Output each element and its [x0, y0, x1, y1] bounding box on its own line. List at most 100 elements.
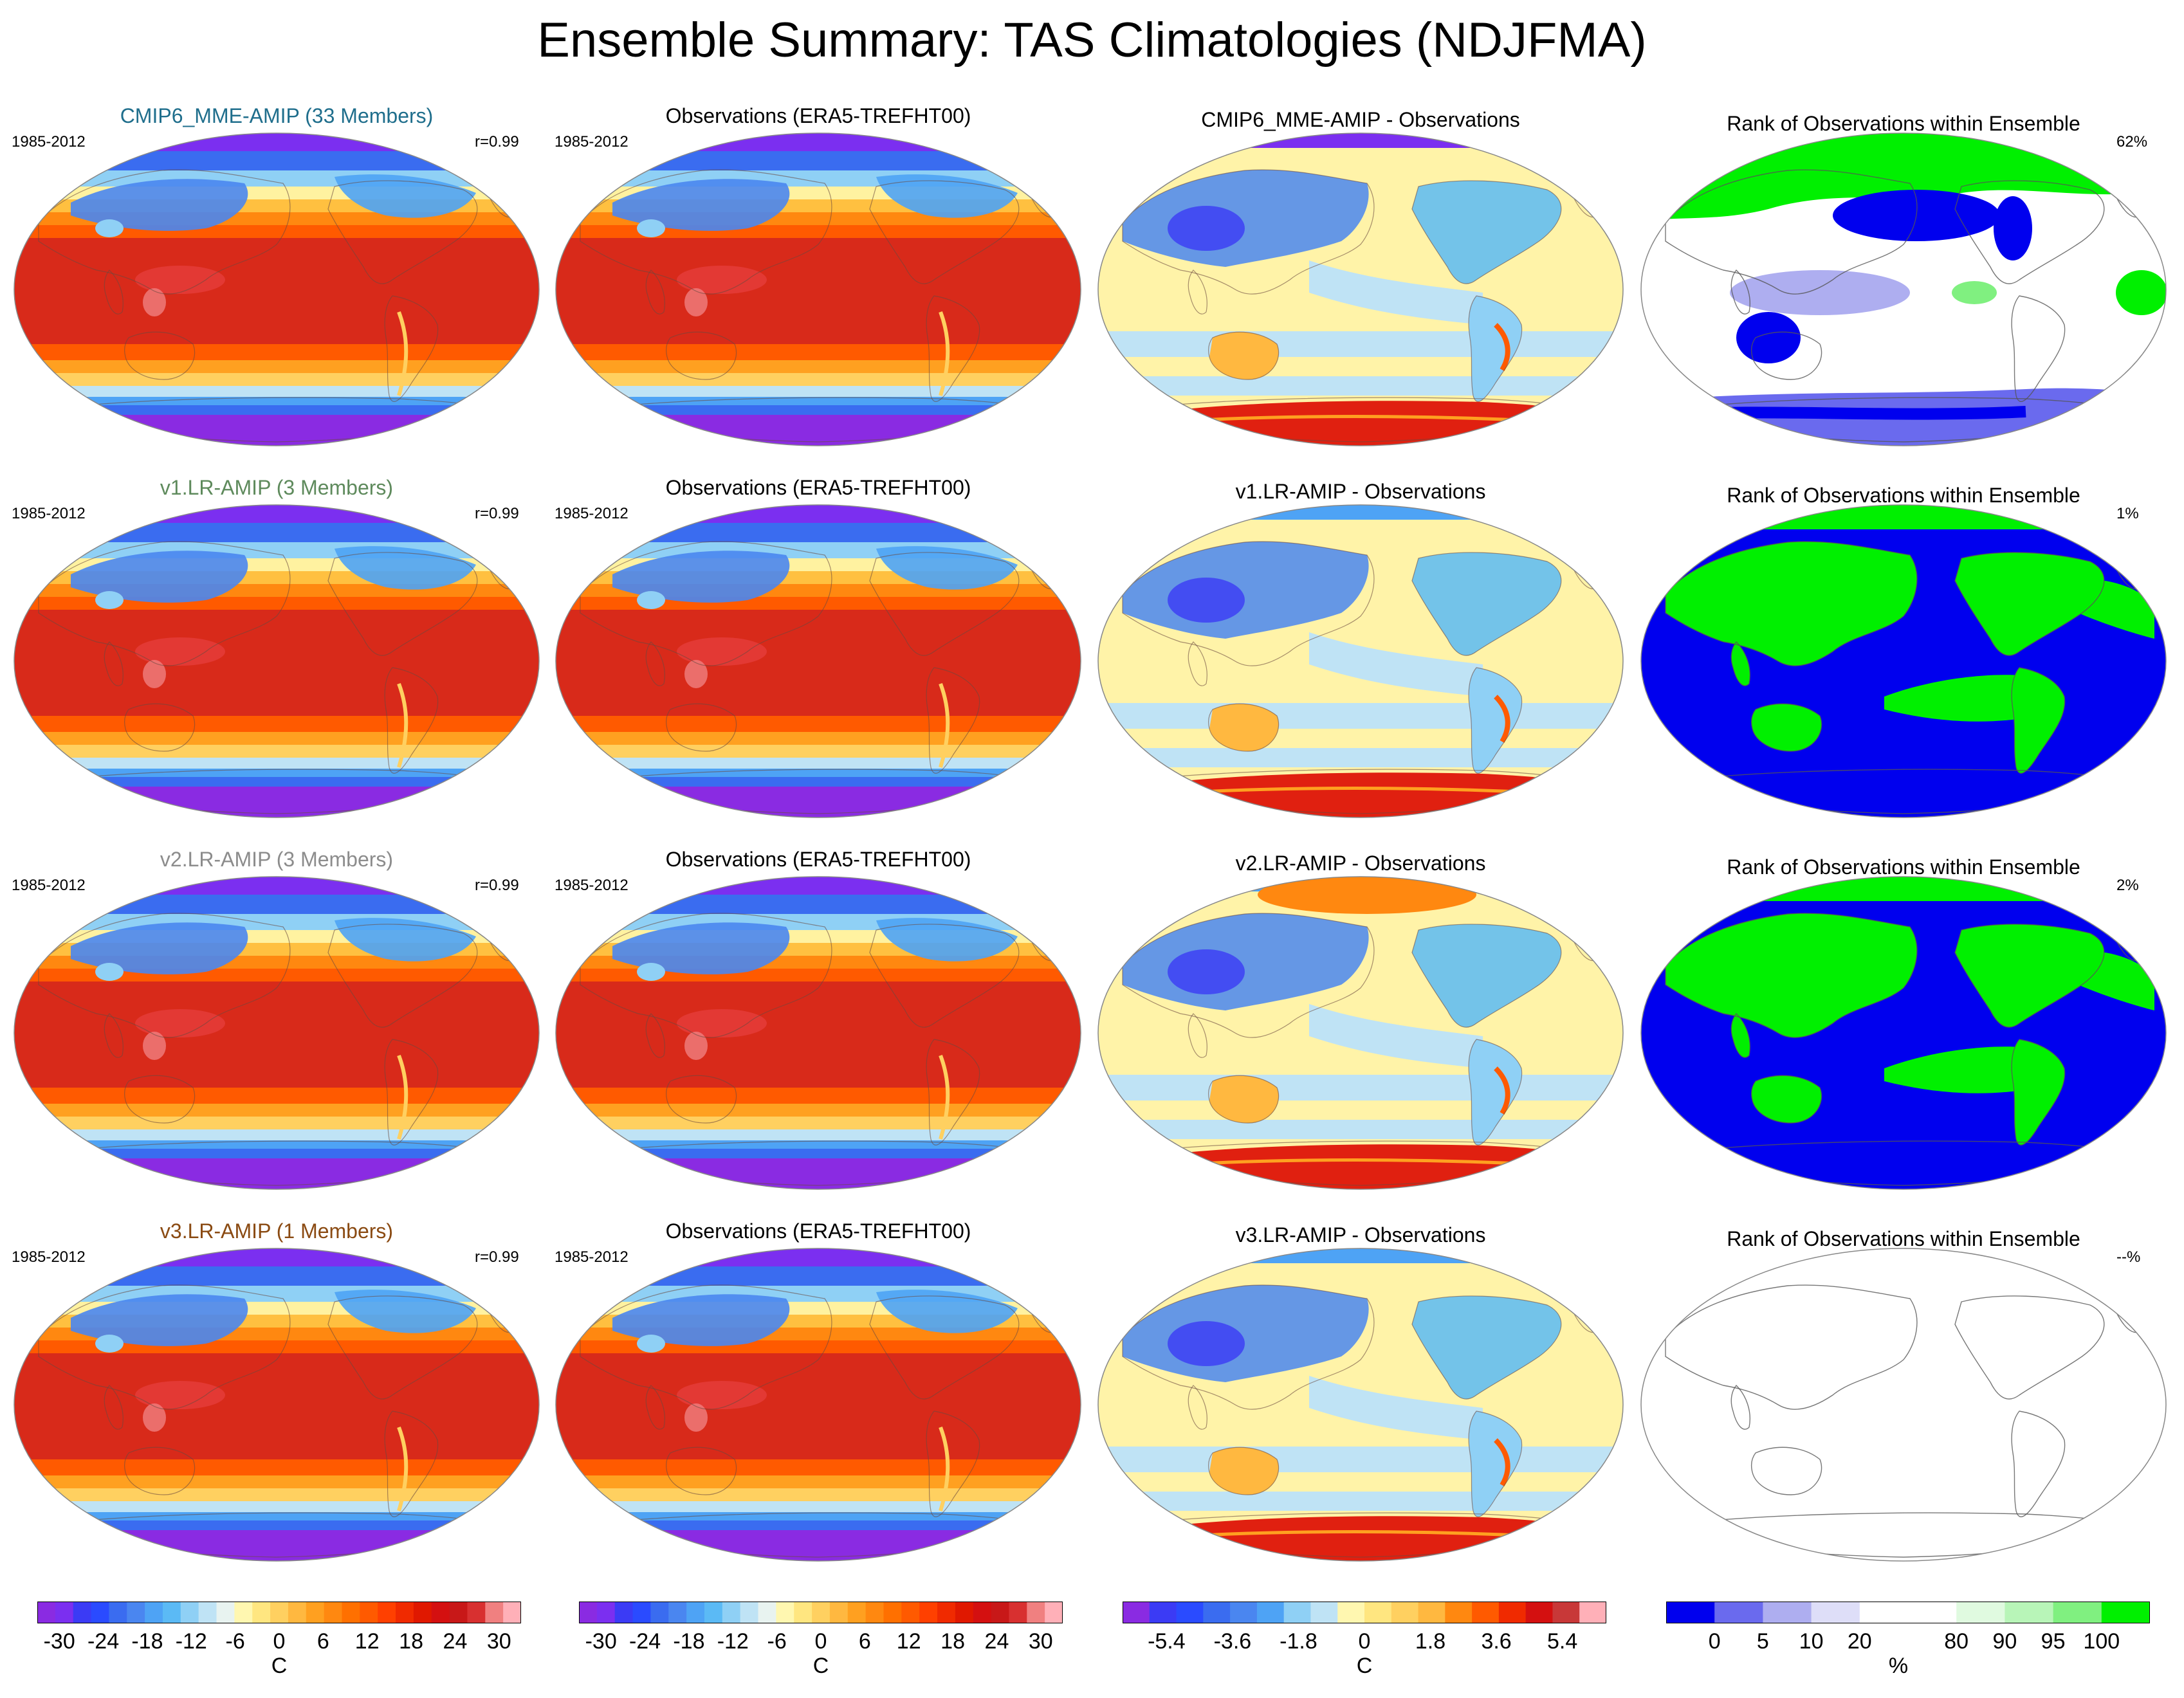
difference-field [1098, 1248, 1623, 1561]
colorbar-segment [413, 1602, 432, 1623]
colorbar-tick-label: 6 [317, 1629, 329, 1654]
colorbar-segment [55, 1602, 74, 1623]
map-border [555, 876, 1081, 1190]
map-border [1640, 876, 2167, 1190]
colorbar-segment [467, 1602, 486, 1623]
colorbar-segment [794, 1602, 812, 1623]
colorbar-tick-label: 12 [354, 1629, 380, 1654]
colorbar-segment [1525, 1602, 1553, 1623]
model-map [13, 875, 540, 1191]
map-border [555, 504, 1081, 818]
colorbar-tick-label: -18 [131, 1629, 163, 1654]
colorbar-segment [1203, 1602, 1231, 1623]
colorbar-segment [632, 1602, 651, 1623]
colorbar-segment [776, 1602, 794, 1623]
map-border [1097, 876, 1624, 1190]
model-period: 1985-2012 [12, 1248, 86, 1266]
obs-panel-title: Observations (ERA5-TREFHT00) [665, 104, 971, 127]
obs-period: 1985-2012 [555, 505, 629, 522]
obs-panel-title: Observations (ERA5-TREFHT00) [665, 476, 971, 499]
colorbar-segment [596, 1602, 616, 1623]
temperature-field [14, 877, 539, 1189]
colorbar-tick-label: -5.4 [1148, 1629, 1186, 1654]
colorbar-segment [847, 1602, 867, 1623]
colorbar-segment [503, 1602, 522, 1623]
rank-percent: 62% [2116, 133, 2148, 151]
map-border [1097, 1248, 1624, 1562]
colorbar-segment [740, 1602, 759, 1623]
colorbar-tick-label: -12 [717, 1629, 749, 1654]
colorbar-tick-label: 1.8 [1415, 1629, 1446, 1654]
colorbar-unit: C [812, 1654, 829, 1678]
colorbar-segment [1176, 1602, 1204, 1623]
colorbar-segment [431, 1602, 450, 1623]
colorbar-segment [485, 1602, 504, 1623]
temperature-field [556, 877, 1081, 1189]
colorbar-segment [1498, 1602, 1527, 1623]
map-border [555, 1248, 1081, 1562]
model-panel-title: v3.LR-AMIP (1 Members) [160, 1219, 394, 1243]
model-panel-title: v1.LR-AMIP (3 Members) [160, 476, 394, 499]
colorbar-segment [91, 1602, 109, 1623]
colorbar-tick-label: 12 [896, 1629, 921, 1654]
colorbar-segment [829, 1602, 849, 1623]
rank-panel-title: Rank of Observations within Ensemble [1727, 484, 2080, 507]
obs-period: 1985-2012 [555, 133, 629, 151]
colorbar-segment [234, 1602, 253, 1623]
colorbar-segment [109, 1602, 127, 1623]
colorbar-segment [342, 1602, 360, 1623]
colorbar-tick-label: 18 [941, 1629, 965, 1654]
colorbar-segment [1956, 1602, 2005, 1623]
colorbar-segment [1009, 1602, 1027, 1623]
colorbar-segment [758, 1602, 776, 1623]
rank-percent: 1% [2116, 505, 2139, 522]
obs-colorbar: -30 -24 -18 -12 -6 0 6 12 18 24 30 C [579, 1602, 1063, 1698]
colorbar-segment [1045, 1602, 1063, 1623]
colorbar-segment [288, 1602, 307, 1623]
colorbar-segment [1666, 1602, 1715, 1623]
model-period: 1985-2012 [12, 133, 86, 151]
colorbar-segment [252, 1602, 271, 1623]
colorbar-segment [127, 1602, 145, 1623]
temperature-field [556, 505, 1081, 817]
model-correlation: r=0.99 [475, 1248, 519, 1266]
map-border [14, 504, 540, 818]
colorbar-segment [145, 1602, 163, 1623]
rank-map [1640, 1247, 2167, 1562]
colorbar-tick-label: 24 [984, 1629, 1009, 1654]
colorbar-tick-label: 100 [2083, 1629, 2120, 1654]
diff-map [1097, 875, 1624, 1191]
colorbar-tick-label: 30 [486, 1629, 511, 1654]
colorbar-tick-label: 3.6 [1481, 1629, 1512, 1654]
obs-map [555, 504, 1082, 819]
colorbar-tick-label: 6 [858, 1629, 871, 1654]
colorbar-tick-label: -30 [43, 1629, 75, 1654]
obs-map [555, 132, 1082, 447]
temperature-field [14, 133, 539, 446]
colorbar-tick-label: 5 [1756, 1629, 1769, 1654]
map-border [1097, 132, 1624, 446]
colorbar-segment [883, 1602, 902, 1623]
colorbar-segment [686, 1602, 705, 1623]
diff-map [1097, 504, 1624, 819]
model-period: 1985-2012 [12, 877, 86, 894]
colorbar-segment [901, 1602, 920, 1623]
colorbar-segment [614, 1602, 634, 1623]
model-period: 1985-2012 [12, 505, 86, 522]
colorbar-tick-label: 18 [399, 1629, 423, 1654]
map-border [555, 132, 1081, 446]
colorbar-tick-label: 5.4 [1546, 1629, 1578, 1654]
rank-map [1640, 504, 2167, 819]
diff-map [1097, 1247, 1624, 1562]
colorbar-segment [1763, 1602, 1812, 1623]
model-map [13, 1247, 540, 1562]
colorbar-tick-label: 30 [1028, 1629, 1053, 1654]
rank-panel-title: Rank of Observations within Ensemble [1727, 112, 2080, 135]
colorbar-segment [270, 1602, 289, 1623]
colorbar-segment [973, 1602, 992, 1623]
rank-colorbar: 0 5 10 20 80 90 95 100% [1666, 1602, 2151, 1698]
colorbar-unit: % [1888, 1654, 1909, 1678]
colorbar-segment [955, 1602, 974, 1623]
colorbar-segment [198, 1602, 217, 1623]
diff-panel-title: v2.LR-AMIP - Observations [1235, 852, 1486, 875]
